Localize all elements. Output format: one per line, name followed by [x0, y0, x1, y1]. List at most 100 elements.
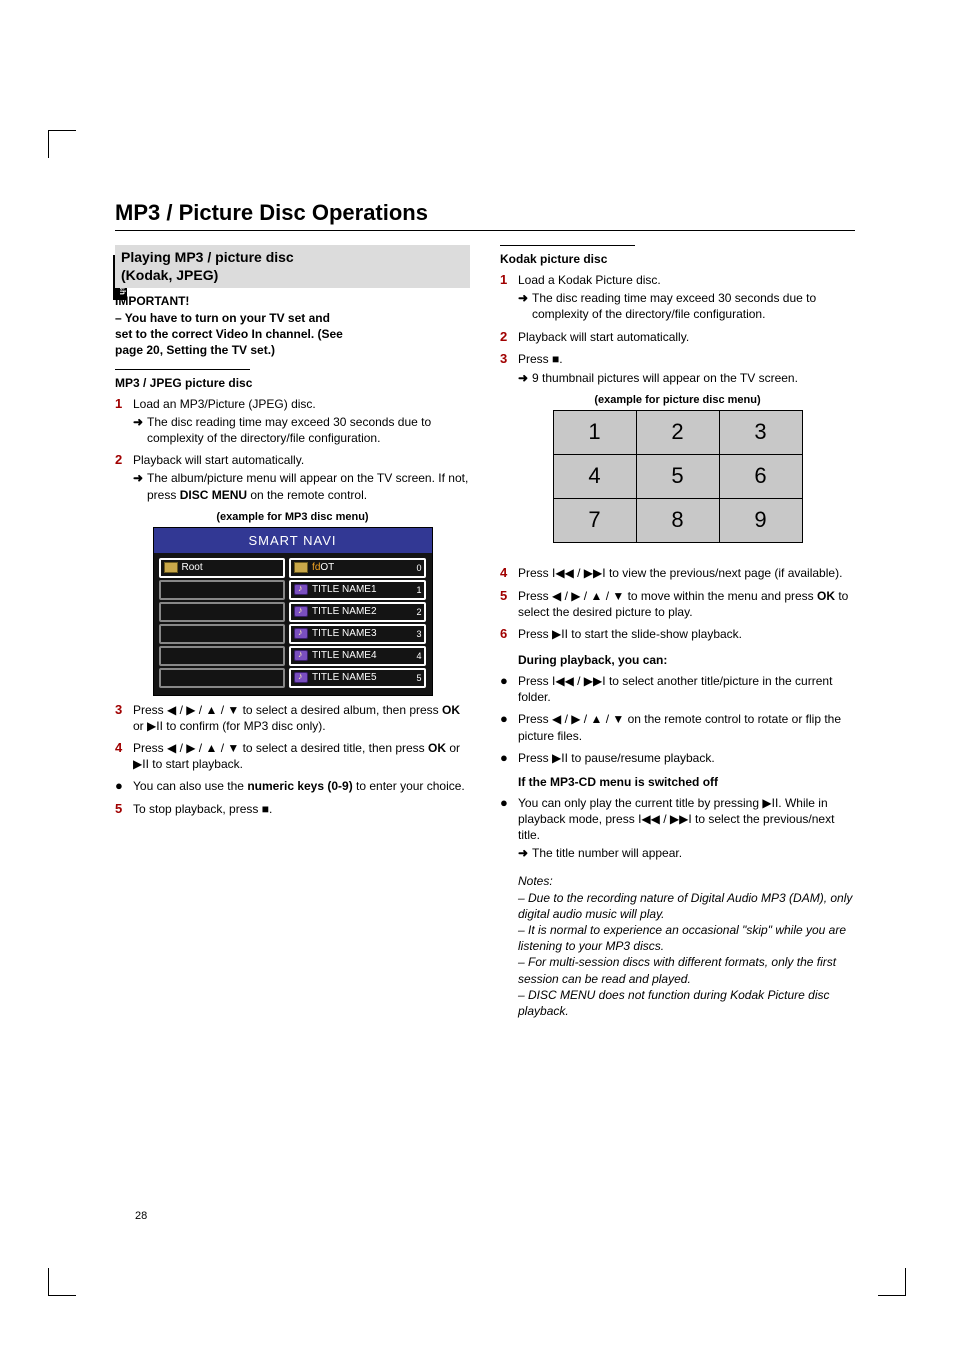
mp3-row-label: TITLE NAME4 — [312, 650, 411, 661]
step-number: 2 — [115, 452, 133, 469]
section-heading: Playing MP3 / picture disc (Kodak, JPEG) — [115, 245, 470, 288]
bullet-icon: ● — [500, 673, 518, 690]
left-column: Playing MP3 / picture disc (Kodak, JPEG)… — [115, 245, 470, 1019]
step: 1 Load an MP3/Picture (JPEG) disc. ➜ The… — [115, 396, 470, 447]
arrow-icon: ➜ — [518, 845, 532, 861]
mp3-row-label: TITLE NAME3 — [312, 628, 411, 639]
grid-cell: 8 — [636, 498, 719, 542]
step: 3 Press ■. ➜ 9 thumbnail pictures will a… — [500, 351, 855, 385]
mp3-track-row: TITLE NAME5 5 — [289, 668, 426, 688]
note-item: – Due to the recording nature of Digital… — [518, 890, 855, 922]
grid-cell: 5 — [636, 454, 719, 498]
mp3-row-index: 3 — [411, 629, 421, 639]
subsection-heading: If the MP3-CD menu is switched off — [518, 775, 855, 789]
grid-cell: 3 — [719, 410, 802, 454]
mp3-empty-row — [159, 602, 286, 622]
crop-mark — [878, 1268, 906, 1296]
step: 4 Press I◀◀ / ▶▶I to view the previous/n… — [500, 565, 855, 582]
grid-cell: 4 — [553, 454, 636, 498]
important-text: page 20, Setting the TV set.) — [115, 343, 275, 357]
mp3-menu-header: SMART NAVI — [154, 528, 432, 553]
step-number: 4 — [500, 565, 518, 582]
result-text: The disc reading time may exceed 30 seco… — [532, 290, 855, 322]
mp3-track-row: TITLE NAME1 1 — [289, 580, 426, 600]
step-text: Press ◀ / ▶ / ▲ / ▼ to select a desired … — [133, 702, 470, 734]
arrow-icon: ➜ — [133, 470, 147, 486]
section-heading-line: (Kodak, JPEG) — [121, 267, 218, 283]
bullet-text: Press ◀ / ▶ / ▲ / ▼ on the remote contro… — [518, 711, 855, 743]
step-number: 4 — [115, 740, 133, 757]
step-text: Load a Kodak Picture disc. — [518, 273, 661, 287]
step: 2 Playback will start automatically. ➜ T… — [115, 452, 470, 503]
music-icon — [294, 606, 308, 617]
step-text: Load an MP3/Picture (JPEG) disc. — [133, 397, 316, 411]
divider — [115, 369, 250, 370]
mp3-track-row: TITLE NAME4 4 — [289, 646, 426, 666]
mp3-track-row: fdOT 0 — [289, 558, 426, 578]
note-item: – It is normal to experience an occasion… — [518, 922, 855, 954]
subsection-heading: During playback, you can: — [518, 653, 855, 667]
step-text: Press I◀◀ / ▶▶I to view the previous/nex… — [518, 565, 855, 581]
bullet: ● Press ▶II to pause/resume playback. — [500, 750, 855, 767]
step-number: 3 — [115, 702, 133, 719]
mp3-empty-row — [159, 668, 286, 688]
crop-mark — [48, 130, 76, 158]
music-icon — [294, 672, 308, 683]
mp3-row-label: fdOT — [312, 562, 411, 573]
folder-icon — [164, 562, 178, 573]
music-icon — [294, 650, 308, 661]
important-text: – You have to turn on your TV set and — [115, 311, 330, 325]
mp3-row-index: 5 — [411, 673, 421, 683]
step-number: 2 — [500, 329, 518, 346]
step-text: Press ◀ / ▶ / ▲ / ▼ to select a desired … — [133, 740, 470, 772]
mp3-row-label: Root — [182, 562, 281, 573]
step: 2 Playback will start automatically. — [500, 329, 855, 346]
arrow-icon: ➜ — [518, 290, 532, 306]
mp3-track-row: TITLE NAME2 2 — [289, 602, 426, 622]
subsection-heading: Kodak picture disc — [500, 252, 855, 266]
mp3-folder-row: Root — [159, 558, 286, 578]
step: 4 Press ◀ / ▶ / ▲ / ▼ to select a desire… — [115, 740, 470, 772]
bullet: ● Press ◀ / ▶ / ▲ / ▼ on the remote cont… — [500, 711, 855, 743]
grid-cell: 1 — [553, 410, 636, 454]
subsection-heading: MP3 / JPEG picture disc — [115, 376, 470, 390]
bullet-text: You can also use the numeric keys (0-9) … — [133, 778, 470, 794]
important-label: IMPORTANT! — [115, 294, 470, 308]
music-icon — [294, 628, 308, 639]
step: 6 Press ▶II to start the slide-show play… — [500, 626, 855, 643]
picture-menu-grid: 1 2 3 4 5 6 7 8 9 — [553, 410, 803, 543]
crop-mark — [48, 1268, 76, 1296]
step-text: Press ■. — [518, 352, 563, 366]
step-number: 1 — [500, 272, 518, 289]
grid-cell: 9 — [719, 498, 802, 542]
bullet-text: Press ▶II to pause/resume playback. — [518, 750, 855, 766]
right-column: Kodak picture disc 1 Load a Kodak Pictur… — [500, 245, 855, 1019]
music-icon — [294, 584, 308, 595]
step: 5 Press ◀ / ▶ / ▲ / ▼ to move within the… — [500, 588, 855, 620]
bullet-icon: ● — [500, 711, 518, 728]
grid-cell: 7 — [553, 498, 636, 542]
mp3-menu-example: SMART NAVI Root — [153, 527, 433, 696]
mp3-row-index: 1 — [411, 585, 421, 595]
result-text: The album/picture menu will appear on th… — [147, 470, 470, 502]
notes-heading: Notes: — [518, 873, 855, 889]
example-caption: (example for MP3 disc menu) — [115, 511, 470, 523]
grid-cell: 6 — [719, 454, 802, 498]
mp3-row-index: 0 — [411, 563, 421, 573]
step-text: Playback will start automatically. — [518, 329, 855, 345]
bullet-icon: ● — [115, 778, 133, 795]
step: 3 Press ◀ / ▶ / ▲ / ▼ to select a desire… — [115, 702, 470, 734]
section-heading-line: Playing MP3 / picture disc — [121, 249, 294, 265]
bullet-text: Press I◀◀ / ▶▶I to select another title/… — [518, 673, 855, 705]
step-number: 5 — [500, 588, 518, 605]
arrow-icon: ➜ — [133, 414, 147, 430]
result-text: The title number will appear. — [532, 845, 682, 861]
arrow-icon: ➜ — [518, 370, 532, 386]
mp3-row-label: TITLE NAME1 — [312, 584, 411, 595]
step-text: Press ▶II to start the slide-show playba… — [518, 626, 855, 642]
step: 1 Load a Kodak Picture disc. ➜ The disc … — [500, 272, 855, 323]
note-item: – For multi-session discs with different… — [518, 954, 855, 986]
folder-icon — [294, 562, 308, 573]
bullet: ● You can also use the numeric keys (0-9… — [115, 778, 470, 795]
mp3-empty-row — [159, 624, 286, 644]
